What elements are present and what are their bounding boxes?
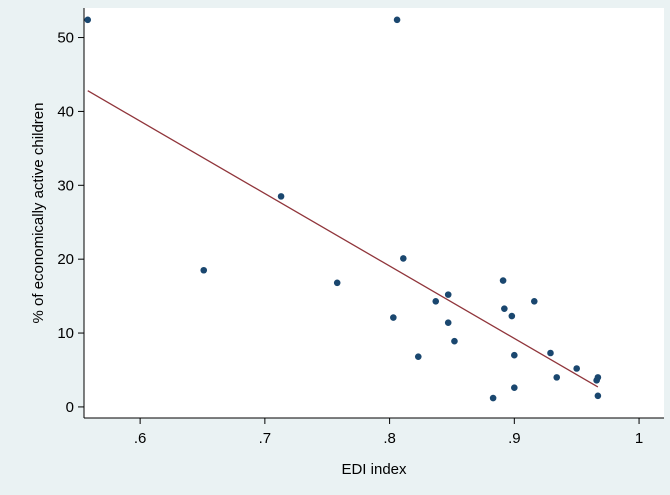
data-point xyxy=(390,314,397,321)
data-point xyxy=(84,16,92,24)
data-point xyxy=(444,291,452,298)
data-point xyxy=(432,297,440,305)
x-tick-label: .6 xyxy=(134,430,147,447)
y-tick-label: 30 xyxy=(57,177,74,194)
y-tick-label: 10 xyxy=(57,325,74,342)
fit-line xyxy=(87,90,599,388)
y-axis: 0 10 20 30 40 50 xyxy=(57,8,85,418)
data-point xyxy=(530,297,538,305)
data-point xyxy=(594,392,602,400)
plot-area xyxy=(84,8,664,418)
data-point xyxy=(451,337,458,345)
y-tick-label: 0 xyxy=(66,399,74,416)
data-point xyxy=(511,384,518,392)
data-points xyxy=(84,16,602,402)
data-point xyxy=(511,351,518,359)
data-point xyxy=(400,255,407,262)
data-point xyxy=(489,394,497,402)
y-tick-label: 20 xyxy=(57,251,74,268)
y-tick-label: 50 xyxy=(57,30,74,47)
data-point xyxy=(277,193,285,200)
x-tick-label: .8 xyxy=(383,430,396,447)
x-axis: .6 .7 .8 .9 1 xyxy=(84,417,664,447)
data-point xyxy=(553,374,561,381)
data-point xyxy=(501,305,508,312)
data-point xyxy=(508,312,516,320)
y-axis-title: % of economically active children xyxy=(30,103,47,324)
data-point xyxy=(594,374,602,381)
x-tick-label: .7 xyxy=(259,430,272,447)
x-axis-title: EDI index xyxy=(341,461,407,478)
data-point xyxy=(547,349,554,357)
x-tick-label: 1 xyxy=(635,430,643,447)
data-point xyxy=(499,277,507,284)
data-point xyxy=(444,319,452,327)
data-point xyxy=(414,353,422,360)
data-point xyxy=(573,365,580,372)
data-point xyxy=(393,16,401,24)
x-tick-label: .9 xyxy=(508,430,521,447)
data-point xyxy=(200,266,208,274)
y-tick-label: 40 xyxy=(57,103,74,120)
data-point xyxy=(333,279,341,287)
